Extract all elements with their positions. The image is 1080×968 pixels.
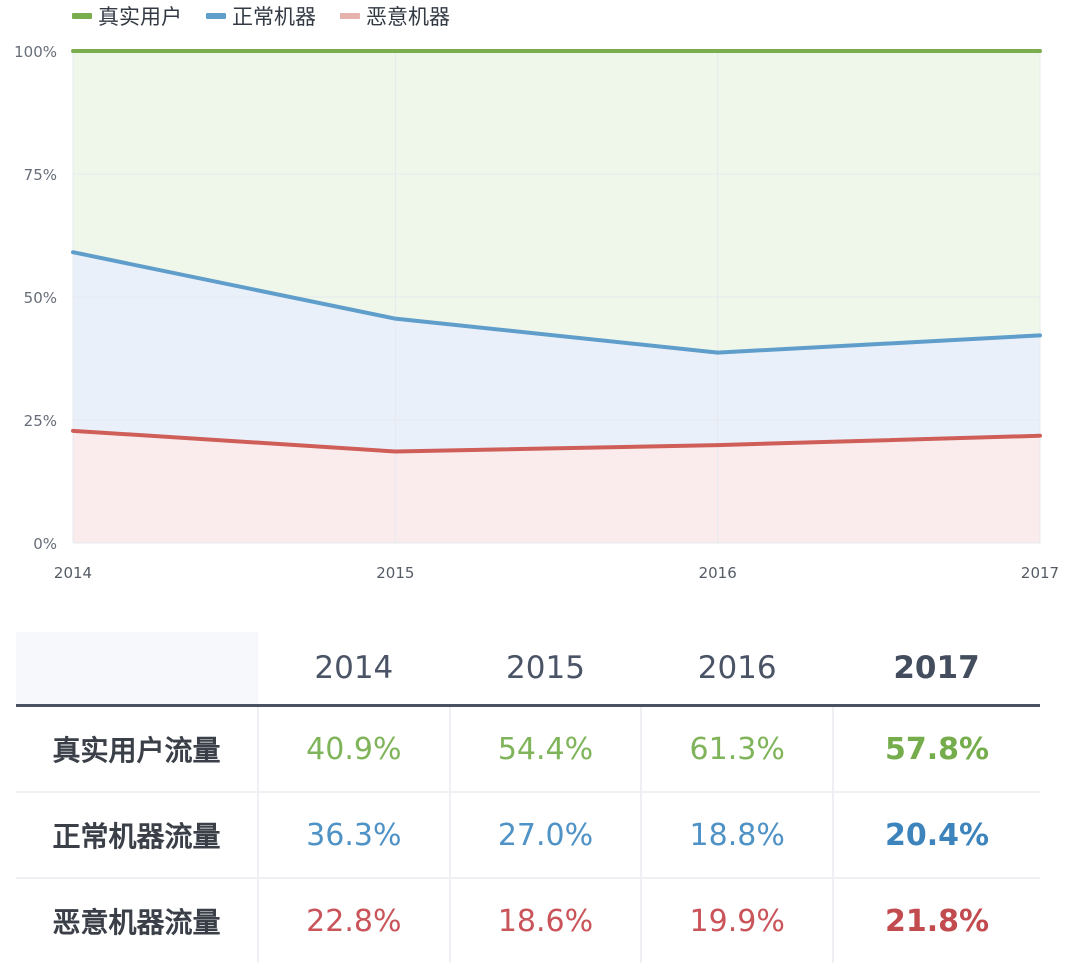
x-tick-label: 2017 bbox=[1021, 564, 1059, 582]
y-tick-label: 75% bbox=[24, 166, 57, 184]
x-tick-label: 2016 bbox=[699, 564, 737, 582]
cell-malicious-2017: 21.8% bbox=[832, 878, 1040, 963]
table-corner-cell bbox=[16, 632, 258, 706]
row-label-malicious-bots: 恶意机器流量 bbox=[52, 906, 221, 939]
line-malicious-bots bbox=[71, 428, 1042, 454]
legend-label-malicious-bots: 恶意机器 bbox=[366, 5, 450, 29]
y-tick-label: 0% bbox=[33, 535, 57, 553]
cell-real-2016: 61.3% bbox=[640, 705, 834, 793]
legend-item-malicious-bots: 恶意机器 bbox=[340, 1, 450, 31]
row-label-normal-bots: 正常机器流量 bbox=[16, 792, 258, 879]
cell-normal-2015: 27.0% bbox=[448, 792, 642, 879]
legend-swatch-normal-bots bbox=[206, 13, 226, 19]
cell-real-2014: 40.9% bbox=[257, 705, 450, 793]
legend-swatch-real-users bbox=[72, 13, 92, 19]
table-header-2014: 2014 bbox=[314, 650, 394, 686]
chart-plot-area: 0% 25% 50% 75% 100% 2014 2015 2016 2017 bbox=[14, 43, 1059, 582]
cell-malicious-2015: 18.6% bbox=[448, 878, 642, 963]
legend-item-normal-bots: 正常机器 bbox=[206, 1, 316, 31]
row-label-real-users: 真实用户流量 bbox=[16, 705, 258, 793]
chart-legend: 真实用户 正常机器 恶意机器 bbox=[72, 2, 450, 30]
area-normal-bots bbox=[73, 252, 1040, 452]
traffic-share-table: 2014 2015 2016 2017 真实用户流量 40.9% 54.4% 6… bbox=[16, 632, 1040, 963]
line-normal-bots bbox=[71, 250, 1042, 355]
legend-item-real-users: 真实用户 bbox=[72, 1, 182, 31]
cell-normal-2014: 36.3% bbox=[257, 792, 450, 879]
cell-malicious-2016: 19.9% bbox=[640, 878, 834, 963]
legend-label-real-users: 真实用户 bbox=[98, 5, 182, 29]
table-header-2017: 2017 bbox=[893, 650, 980, 686]
area-real-users bbox=[73, 51, 1040, 353]
legend-label-normal-bots: 正常机器 bbox=[232, 5, 316, 29]
table-row-real-users: 真实用户流量 40.9% 54.4% 61.3% 57.8% bbox=[16, 705, 1040, 793]
cell-real-2017: 57.8% bbox=[832, 705, 1040, 793]
legend-swatch-malicious-bots bbox=[340, 13, 360, 19]
table-row-normal-bots: 正常机器流量 36.3% 27.0% 18.8% 20.4% bbox=[16, 792, 1040, 879]
y-tick-label: 100% bbox=[14, 43, 57, 61]
cell-normal-2017: 20.4% bbox=[832, 792, 1040, 879]
stacked-area-chart: 真实用户 正常机器 恶意机器 0% 25% 50% 75% 100% 2014 2015 20… bbox=[14, 2, 1059, 582]
cell-real-2015: 54.4% bbox=[448, 705, 642, 793]
cell-malicious-2014: 22.8% bbox=[257, 878, 450, 963]
table-header-2015: 2015 bbox=[506, 650, 585, 686]
table-header-2016: 2016 bbox=[697, 650, 777, 686]
cell-normal-2016: 18.8% bbox=[640, 792, 834, 879]
y-tick-label: 50% bbox=[24, 289, 57, 307]
y-tick-label: 25% bbox=[24, 412, 57, 430]
x-tick-label: 2015 bbox=[376, 564, 414, 582]
table-header-row: 2014 2015 2016 2017 bbox=[16, 632, 1040, 706]
table-row-malicious-bots: 恶意机器流量 22.8% 18.6% 19.9% 21.8% bbox=[16, 878, 1040, 963]
area-malicious-bots bbox=[73, 430, 1040, 543]
x-tick-label: 2014 bbox=[54, 564, 92, 582]
